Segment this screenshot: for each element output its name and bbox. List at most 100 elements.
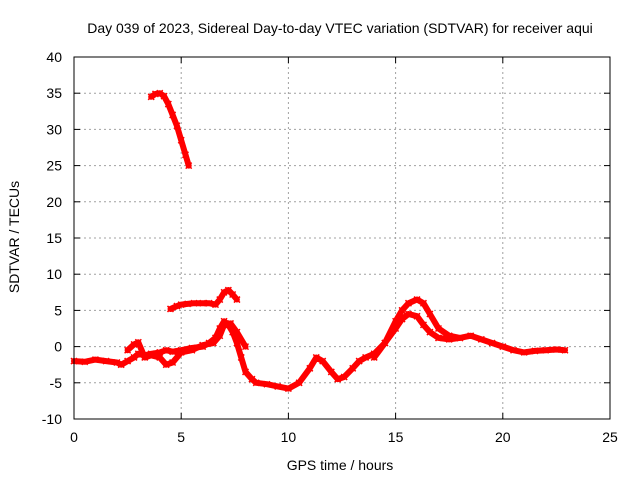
sdtvar-band-3-point (445, 332, 453, 340)
sdtvar-band-2-point (216, 332, 224, 340)
sdtvar-mid-arc-point (220, 288, 228, 296)
sdtvar-main-point (499, 343, 507, 351)
sdtvar-band-2-point (188, 346, 196, 354)
sdtvar-mid-arc-point (166, 305, 175, 313)
sdtvar-main-point (295, 379, 303, 387)
sdtvar-band-2-point (169, 358, 177, 367)
sdtvar-upper-arc-point (156, 89, 164, 97)
sdtvar-upper-arc-point (169, 111, 177, 119)
sdtvar-band-2-point (156, 353, 164, 361)
sdtvar-main-point (488, 339, 496, 347)
sdtvar-upper-arc-point (177, 136, 185, 144)
sdtvar-main-point (561, 346, 569, 354)
sdtvar-band-2-point (134, 338, 142, 346)
x-tick-label: 0 (70, 429, 78, 445)
sdtvar-main-point (102, 357, 110, 365)
sdtvar-main-point (113, 358, 121, 367)
sdtvar-main-point (404, 310, 412, 318)
sdtvar-main-point (334, 375, 342, 383)
sdtvar-mid-arc-point (199, 299, 207, 307)
sdtvar-mid-arc-point (184, 300, 192, 308)
sdtvar-main-point (117, 361, 125, 369)
sdtvar-mid-arc-point (177, 301, 185, 309)
sdtvar-band-3-point (381, 339, 389, 347)
sdtvar-main-point (319, 357, 327, 365)
y-tick-label: 15 (46, 230, 62, 246)
sdtvar-band-3-point (413, 296, 421, 304)
sdtvar-band-2-point (233, 328, 241, 336)
sdtvar-main-point (124, 357, 132, 365)
x-tick-label: 10 (281, 429, 297, 445)
sdtvar-main-point (520, 348, 528, 356)
sdtvar-main-point (467, 332, 475, 340)
sdtvar-band-2-point (162, 361, 170, 369)
sdtvar-main-point (252, 379, 260, 387)
sdtvar-main-point (531, 347, 539, 355)
sdtvar-upper-arc-point (160, 92, 168, 100)
sdtvar-main-point (162, 346, 170, 354)
sdtvar-upper-arc-point (147, 93, 155, 101)
sdtvar-band-3-point (434, 324, 443, 333)
sdtvar-main-line (71, 311, 568, 392)
sdtvar-main-point (419, 321, 428, 329)
sdtvar-band-2-point (124, 346, 132, 354)
series-layer (70, 89, 569, 393)
y-axis-label: SDTVAR / TECUs (6, 181, 22, 293)
sdtvar-main-point (542, 346, 550, 354)
sdtvar-main-point (340, 373, 348, 381)
sdtvar-main-point (91, 356, 99, 364)
sdtvar-main-point (284, 385, 292, 393)
sdtvar-main-point (263, 380, 271, 388)
sdtvar-main-point (477, 335, 485, 343)
sdtvar-main-point (509, 346, 518, 354)
sdtvar-band-2-point (226, 319, 235, 327)
sdtvar-band-3-point (426, 310, 434, 318)
sdtvar-mid-arc-point (216, 296, 224, 304)
sdtvar-mid-arc-point (233, 296, 241, 304)
y-tick-label: -5 (50, 375, 63, 391)
sdtvar-main-point (169, 348, 177, 356)
y-tick-label: 10 (46, 266, 62, 282)
y-tick-label: 25 (46, 158, 62, 174)
sdtvar-band-2-point (141, 353, 149, 361)
sdtvar-main-point (237, 353, 245, 361)
sdtvar-main-point (81, 358, 89, 366)
y-tick-label: 30 (46, 121, 62, 137)
chart-title: Day 039 of 2023, Sidereal Day-to-day VTE… (87, 20, 593, 36)
sdtvar-upper-arc-line (148, 90, 192, 169)
sdtvar-band-2-point (147, 351, 155, 359)
sdtvar-band-2-point (220, 321, 228, 329)
x-tick-label: 5 (177, 429, 185, 445)
y-tick-label: 35 (46, 85, 62, 101)
grid-layer (74, 57, 610, 419)
sdtvar-main-point (355, 357, 363, 365)
sdtvar-main-point (349, 364, 357, 372)
sdtvar-band-3-point (456, 334, 464, 342)
y-tick-label: -10 (42, 411, 62, 427)
x-axis-label: GPS time / hours (287, 457, 394, 473)
sdtvar-main-point (312, 353, 320, 361)
sdtvar-band-2-point (241, 343, 250, 351)
sdtvar-upper-arc-point (185, 162, 193, 170)
sdtvar-band-2-point (177, 348, 185, 356)
y-tick-label: 5 (54, 302, 62, 318)
sdtvar-band-3-point (392, 317, 400, 325)
sdtvar-band-2-point (199, 341, 207, 349)
sdtvar-upper-arc-point (181, 151, 190, 159)
x-tick-label: 20 (495, 429, 511, 445)
sdtvar-band-3-point (398, 306, 406, 314)
sdtvar-main-point (552, 345, 560, 354)
sdtvar-mid-arc-point (190, 299, 198, 307)
y-tick-label: 0 (54, 339, 62, 355)
sdtvar-mid-arc-point (173, 302, 181, 310)
sdtvar-main-point (426, 328, 434, 336)
sdtvar-main-point (274, 382, 282, 390)
sdtvar-main-point (434, 334, 443, 342)
sdtvar-main-point (327, 368, 335, 376)
sdtvar-main-point (362, 353, 370, 361)
sdtvar-band-2-point (209, 339, 217, 347)
sdtvar-main-point (306, 364, 314, 372)
x-tick-label: 15 (388, 429, 404, 445)
sdtvar-band-3-point (419, 299, 428, 307)
